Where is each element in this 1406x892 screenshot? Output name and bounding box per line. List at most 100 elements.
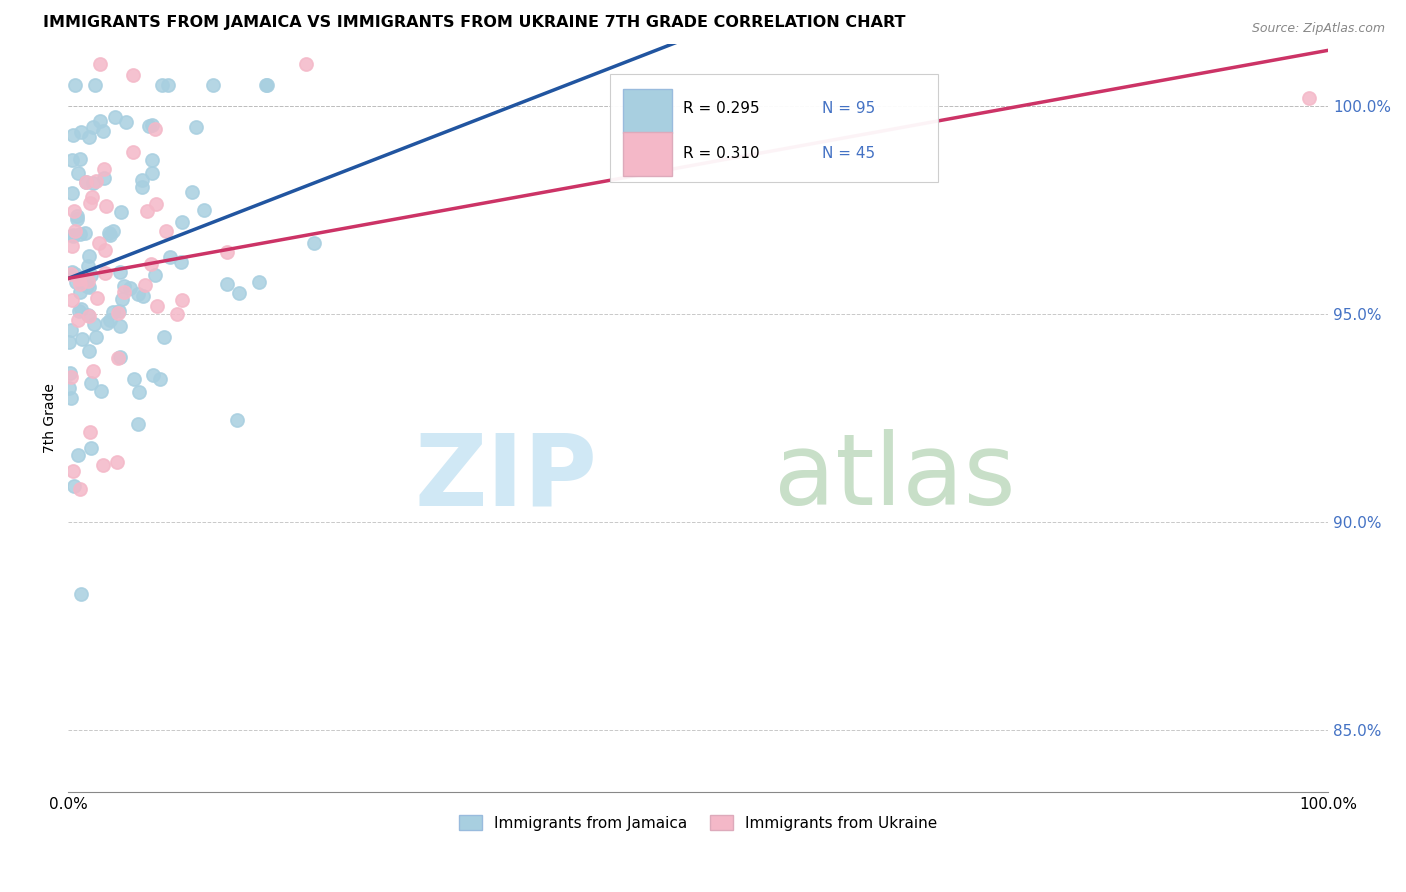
Point [136, 204, 159, 219]
Point [104, 110, 127, 124]
Point [76, 308, 98, 322]
Point [59, 391, 82, 405]
Point [75, 226, 97, 240]
Point [127, 287, 149, 301]
FancyBboxPatch shape [610, 74, 938, 182]
Point [77, 249, 100, 263]
Point [217, 277, 239, 291]
Point [107, 306, 129, 320]
Point [69, 301, 91, 316]
Point [62, 227, 84, 242]
Point [66, 212, 89, 227]
Point [131, 173, 153, 187]
Point [225, 413, 247, 427]
Point [94, 266, 117, 280]
Point [181, 186, 204, 200]
Point [127, 417, 149, 431]
Point [66, 448, 89, 462]
Point [80, 190, 103, 204]
Point [79, 343, 101, 358]
Point [108, 265, 131, 279]
Point [101, 224, 124, 238]
Point [65, 224, 87, 238]
Point [111, 292, 134, 306]
Point [139, 257, 162, 271]
Point [59, 370, 82, 384]
Point [110, 318, 132, 333]
Point [67, 303, 90, 318]
Point [108, 350, 131, 364]
Point [66, 210, 89, 224]
Point [254, 78, 277, 93]
Point [122, 371, 145, 385]
Point [157, 78, 180, 93]
Point [93, 162, 115, 177]
Point [75, 175, 97, 189]
Point [100, 228, 122, 243]
Point [82, 120, 104, 134]
Point [63, 479, 86, 493]
Point [295, 57, 318, 71]
Point [62, 464, 84, 478]
Point [153, 330, 176, 344]
Point [184, 120, 207, 135]
Point [122, 68, 145, 82]
Point [70, 332, 93, 346]
Point [58, 335, 80, 350]
Point [131, 180, 153, 194]
Point [66, 313, 89, 327]
Point [69, 227, 91, 241]
Text: R = 0.295: R = 0.295 [683, 102, 759, 116]
Point [79, 425, 101, 439]
Point [143, 121, 166, 136]
Point [86, 291, 108, 305]
Point [79, 129, 101, 144]
Point [96, 316, 118, 330]
Point [118, 281, 141, 295]
Point [1298, 91, 1320, 105]
Point [159, 250, 181, 264]
Point [145, 299, 167, 313]
Point [302, 235, 325, 250]
Point [63, 78, 86, 93]
Text: ZIP: ZIP [415, 429, 598, 526]
Point [112, 285, 135, 300]
Text: atlas: atlas [773, 429, 1015, 526]
Point [89, 114, 111, 128]
Point [60, 238, 83, 252]
Point [132, 288, 155, 302]
Legend: Immigrants from Jamaica, Immigrants from Ukraine: Immigrants from Jamaica, Immigrants from… [453, 808, 943, 837]
Point [110, 205, 132, 219]
Point [170, 255, 193, 269]
Point [65, 267, 87, 281]
Point [138, 119, 160, 133]
Point [59, 323, 82, 337]
Point [193, 202, 215, 217]
Point [83, 317, 105, 331]
Point [201, 78, 224, 93]
Point [82, 176, 104, 190]
Point [60, 186, 83, 201]
Point [247, 275, 270, 289]
Point [79, 376, 101, 391]
Point [60, 265, 83, 279]
Point [108, 303, 131, 318]
Point [84, 330, 107, 344]
Point [166, 307, 188, 321]
Text: R = 0.310: R = 0.310 [683, 146, 759, 161]
Point [105, 455, 128, 469]
Point [101, 304, 124, 318]
Point [145, 268, 167, 283]
Point [60, 267, 83, 281]
Point [142, 368, 165, 382]
Text: N = 45: N = 45 [821, 146, 875, 161]
Point [150, 78, 173, 93]
Point [60, 153, 83, 168]
Point [228, 285, 250, 300]
Point [90, 384, 112, 398]
Point [112, 279, 135, 293]
Point [77, 280, 100, 294]
Point [77, 310, 100, 324]
Point [128, 384, 150, 399]
Text: IMMIGRANTS FROM JAMAICA VS IMMIGRANTS FROM UKRAINE 7TH GRADE CORRELATION CHART: IMMIGRANTS FROM JAMAICA VS IMMIGRANTS FR… [44, 15, 905, 30]
